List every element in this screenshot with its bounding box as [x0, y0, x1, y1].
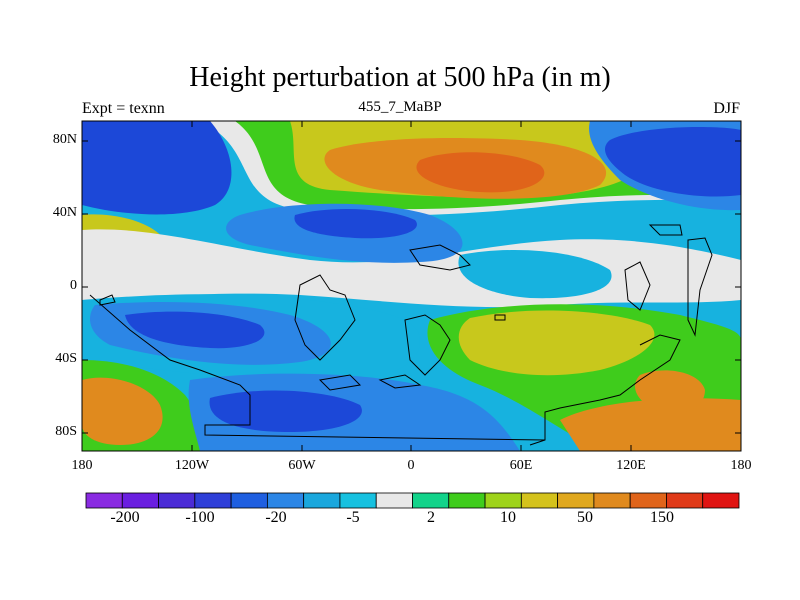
coastline-north-africa — [318, 374, 362, 391]
coastline-japan — [648, 224, 683, 236]
colorbar-swatch — [158, 492, 196, 509]
colorbar-label: 50 — [577, 509, 593, 526]
colorbar-swatch — [121, 492, 159, 509]
lon-tick-label: 60W — [288, 458, 316, 473]
lat-tick-label: 40S — [55, 351, 77, 366]
coastlines — [89, 224, 713, 446]
field-negative-deep-south-core — [209, 390, 362, 432]
colorbar-label: -20 — [265, 509, 287, 526]
season-label: DJF — [713, 100, 740, 117]
height-field — [82, 121, 741, 451]
field-positive-southeast-cell — [635, 370, 705, 414]
lon-tick-label: 180 — [71, 458, 93, 473]
colorbar-label: -200 — [110, 509, 140, 526]
colorbar-swatch — [412, 492, 450, 509]
coastline-middle-east — [378, 374, 422, 389]
coastline-eurasia-north — [409, 244, 471, 271]
colorbar-swatch — [484, 492, 522, 509]
field-weak-negative-east — [458, 250, 612, 299]
colorbar-swatch — [339, 492, 377, 509]
lon-tick-label: 120E — [616, 458, 646, 473]
colorbar-swatch — [520, 492, 559, 509]
period-label: 455_7_MaBP — [358, 99, 442, 115]
colorbar-swatch — [266, 492, 305, 509]
colorbar-swatch — [702, 492, 740, 509]
field-positive-far-southeast — [560, 398, 741, 451]
coastline-asia-east — [624, 261, 651, 311]
field-positive-southeast-core — [458, 310, 655, 376]
colorbar-swatch — [557, 492, 595, 509]
field-negative-nw — [82, 121, 232, 215]
coastline-antarctica — [89, 294, 546, 441]
field-positive-southwest-core — [82, 377, 163, 445]
colorbar-label: -5 — [346, 509, 360, 526]
lat-tick-label: 0 — [70, 278, 77, 293]
colorbar-swatch — [194, 492, 232, 509]
colorbar-swatch — [629, 492, 667, 509]
field-negative-ne-core — [605, 127, 741, 197]
coastline-australia — [687, 237, 713, 337]
axis-ticks — [82, 121, 741, 451]
colorbar-label: 2 — [427, 509, 435, 526]
lon-tick-label: 60E — [509, 458, 533, 473]
lon-tick-label: 0 — [407, 458, 415, 473]
colorbar-swatch — [593, 492, 631, 509]
field-negative-central-core — [294, 208, 417, 239]
colorbar-swatch — [666, 492, 704, 509]
coastline-india — [494, 314, 506, 321]
colorbar-swatch — [230, 492, 268, 509]
lat-tick-label: 80S — [55, 424, 77, 439]
lat-tick-label: 40N — [52, 205, 77, 220]
lon-tick-label: 180 — [730, 458, 752, 473]
colorbar-label: 10 — [500, 509, 516, 526]
colorbar-swatch — [85, 492, 123, 509]
coastline-islands — [529, 334, 681, 446]
coastline-west-islands — [99, 294, 116, 306]
coastline-africa — [404, 314, 451, 376]
colorbar-label: 150 — [650, 509, 674, 526]
plot-title: Height perturbation at 500 hPa (in m) — [189, 62, 611, 93]
coastline-south-america — [294, 274, 356, 361]
colorbar-swatch — [448, 492, 486, 509]
field-negative-south-core — [125, 311, 265, 349]
lat-tick-label: 80N — [52, 132, 77, 147]
colorbar-swatch — [375, 492, 413, 509]
field-positive-peak — [416, 152, 545, 193]
colorbar — [85, 492, 740, 509]
lon-tick-label: 120W — [174, 458, 210, 473]
colorbar-label: -100 — [185, 509, 215, 526]
colorbar-swatch — [303, 492, 341, 509]
experiment-label: Expt = texnn — [82, 100, 165, 117]
